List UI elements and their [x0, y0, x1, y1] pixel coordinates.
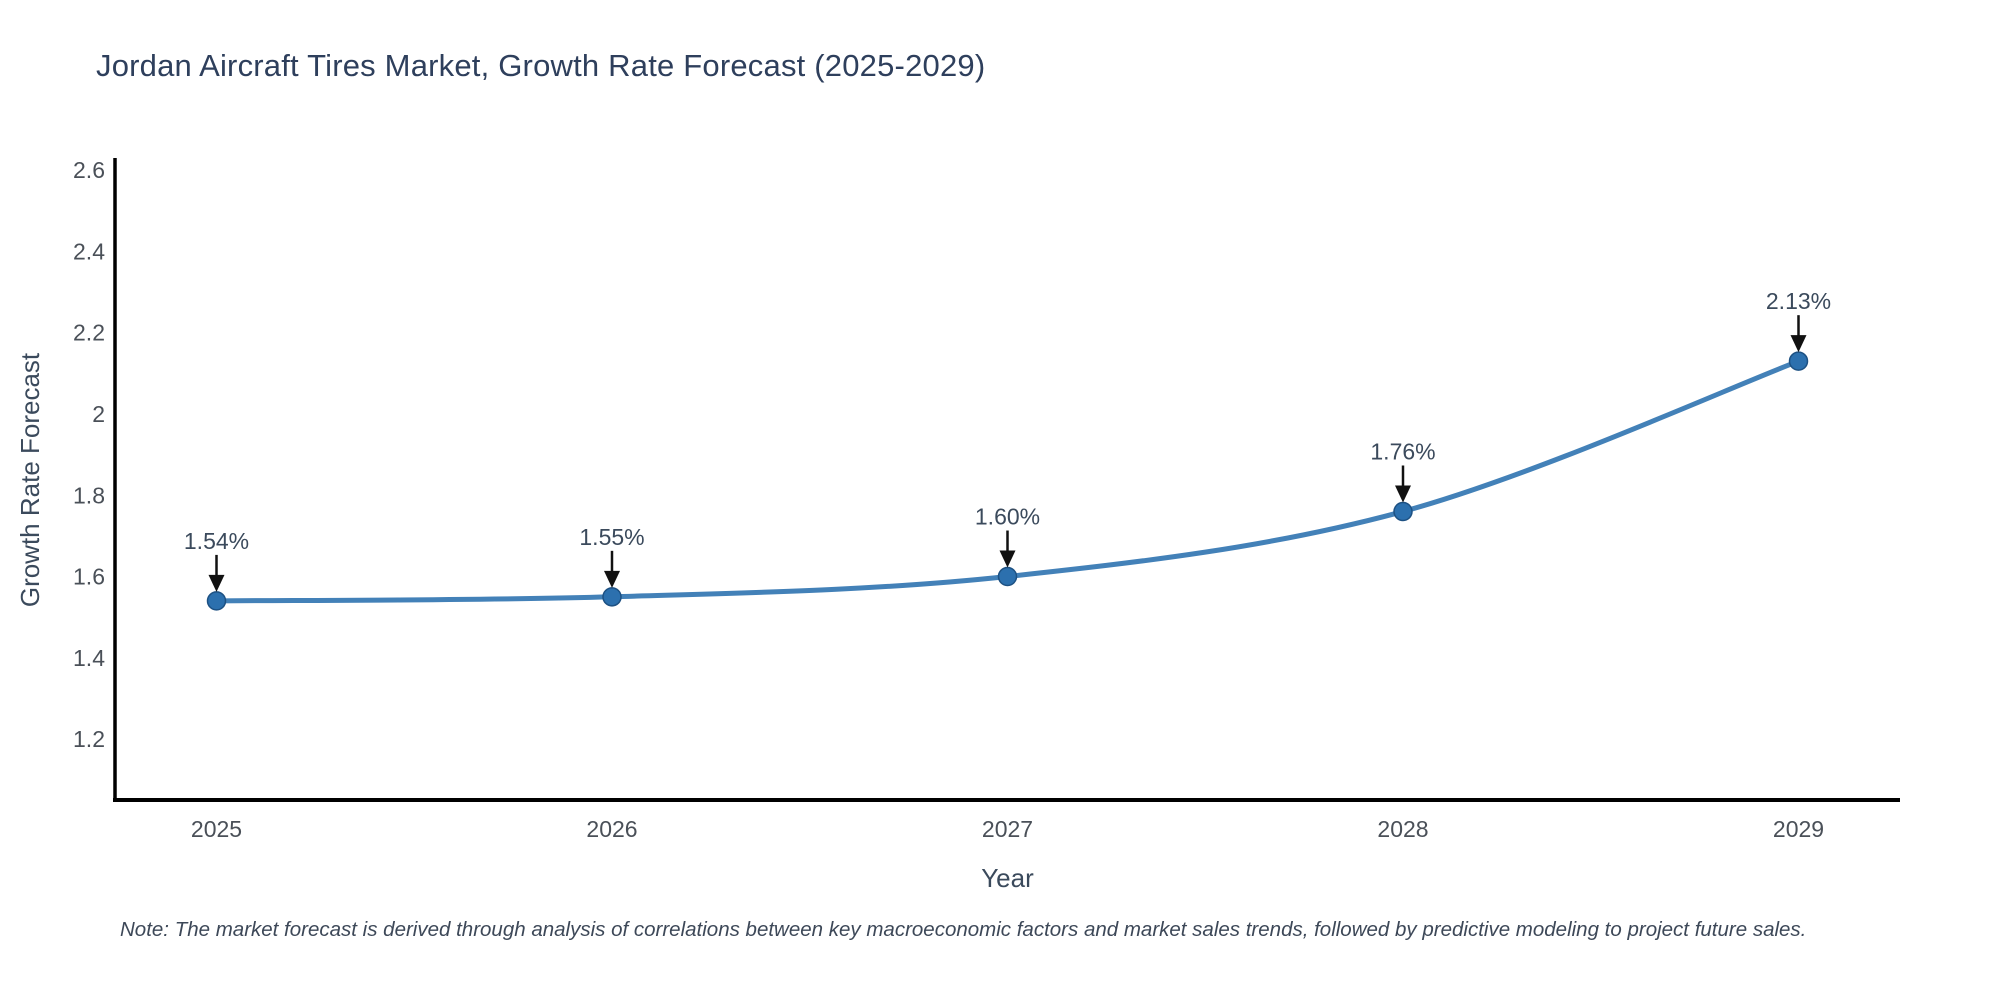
data-point-2029[interactable] [1788, 351, 1809, 371]
annotation-arrowhead-icon [208, 574, 225, 592]
x-tick-label: 2027 [982, 816, 1033, 842]
data-point-2026[interactable] [602, 587, 622, 607]
point-annotation-label: 2.13% [1766, 288, 1831, 314]
y-tick-label: 1.4 [73, 645, 105, 671]
x-tick-label: 2026 [586, 816, 637, 842]
x-axis-title: Year [981, 863, 1034, 893]
point-annotation-label: 1.54% [184, 528, 249, 554]
y-axis-title: Growth Rate Forecast [15, 352, 45, 607]
y-tick-label: 2.2 [73, 320, 105, 346]
data-point-2028[interactable] [1393, 501, 1413, 522]
annotation-arrowhead-icon [999, 550, 1016, 568]
y-tick-label: 1.6 [73, 564, 105, 590]
point-annotation-label: 1.76% [1370, 439, 1435, 465]
x-tick-label: 2029 [1773, 816, 1824, 842]
y-tick-label: 2.6 [73, 157, 105, 183]
y-tick-label: 2.4 [73, 238, 105, 264]
point-annotation-label: 1.60% [975, 504, 1040, 530]
data-point-2027[interactable] [997, 566, 1018, 587]
annotation-arrowhead-icon [1790, 335, 1807, 353]
annotation-arrowhead-icon [604, 570, 620, 588]
point-annotation-label: 1.55% [579, 524, 644, 550]
y-tick-label: 2 [92, 401, 105, 427]
chart-title: Jordan Aircraft Tires Market, Growth Rat… [96, 48, 986, 83]
data-point-2025[interactable] [206, 591, 227, 611]
x-tick-label: 2028 [1377, 816, 1428, 842]
annotation-arrowhead-icon [1395, 485, 1411, 503]
footnote: Note: The market forecast is derived thr… [120, 918, 1807, 941]
y-tick-label: 1.8 [73, 482, 105, 508]
y-tick-label: 1.2 [73, 726, 105, 752]
x-tick-label: 2025 [191, 816, 242, 842]
